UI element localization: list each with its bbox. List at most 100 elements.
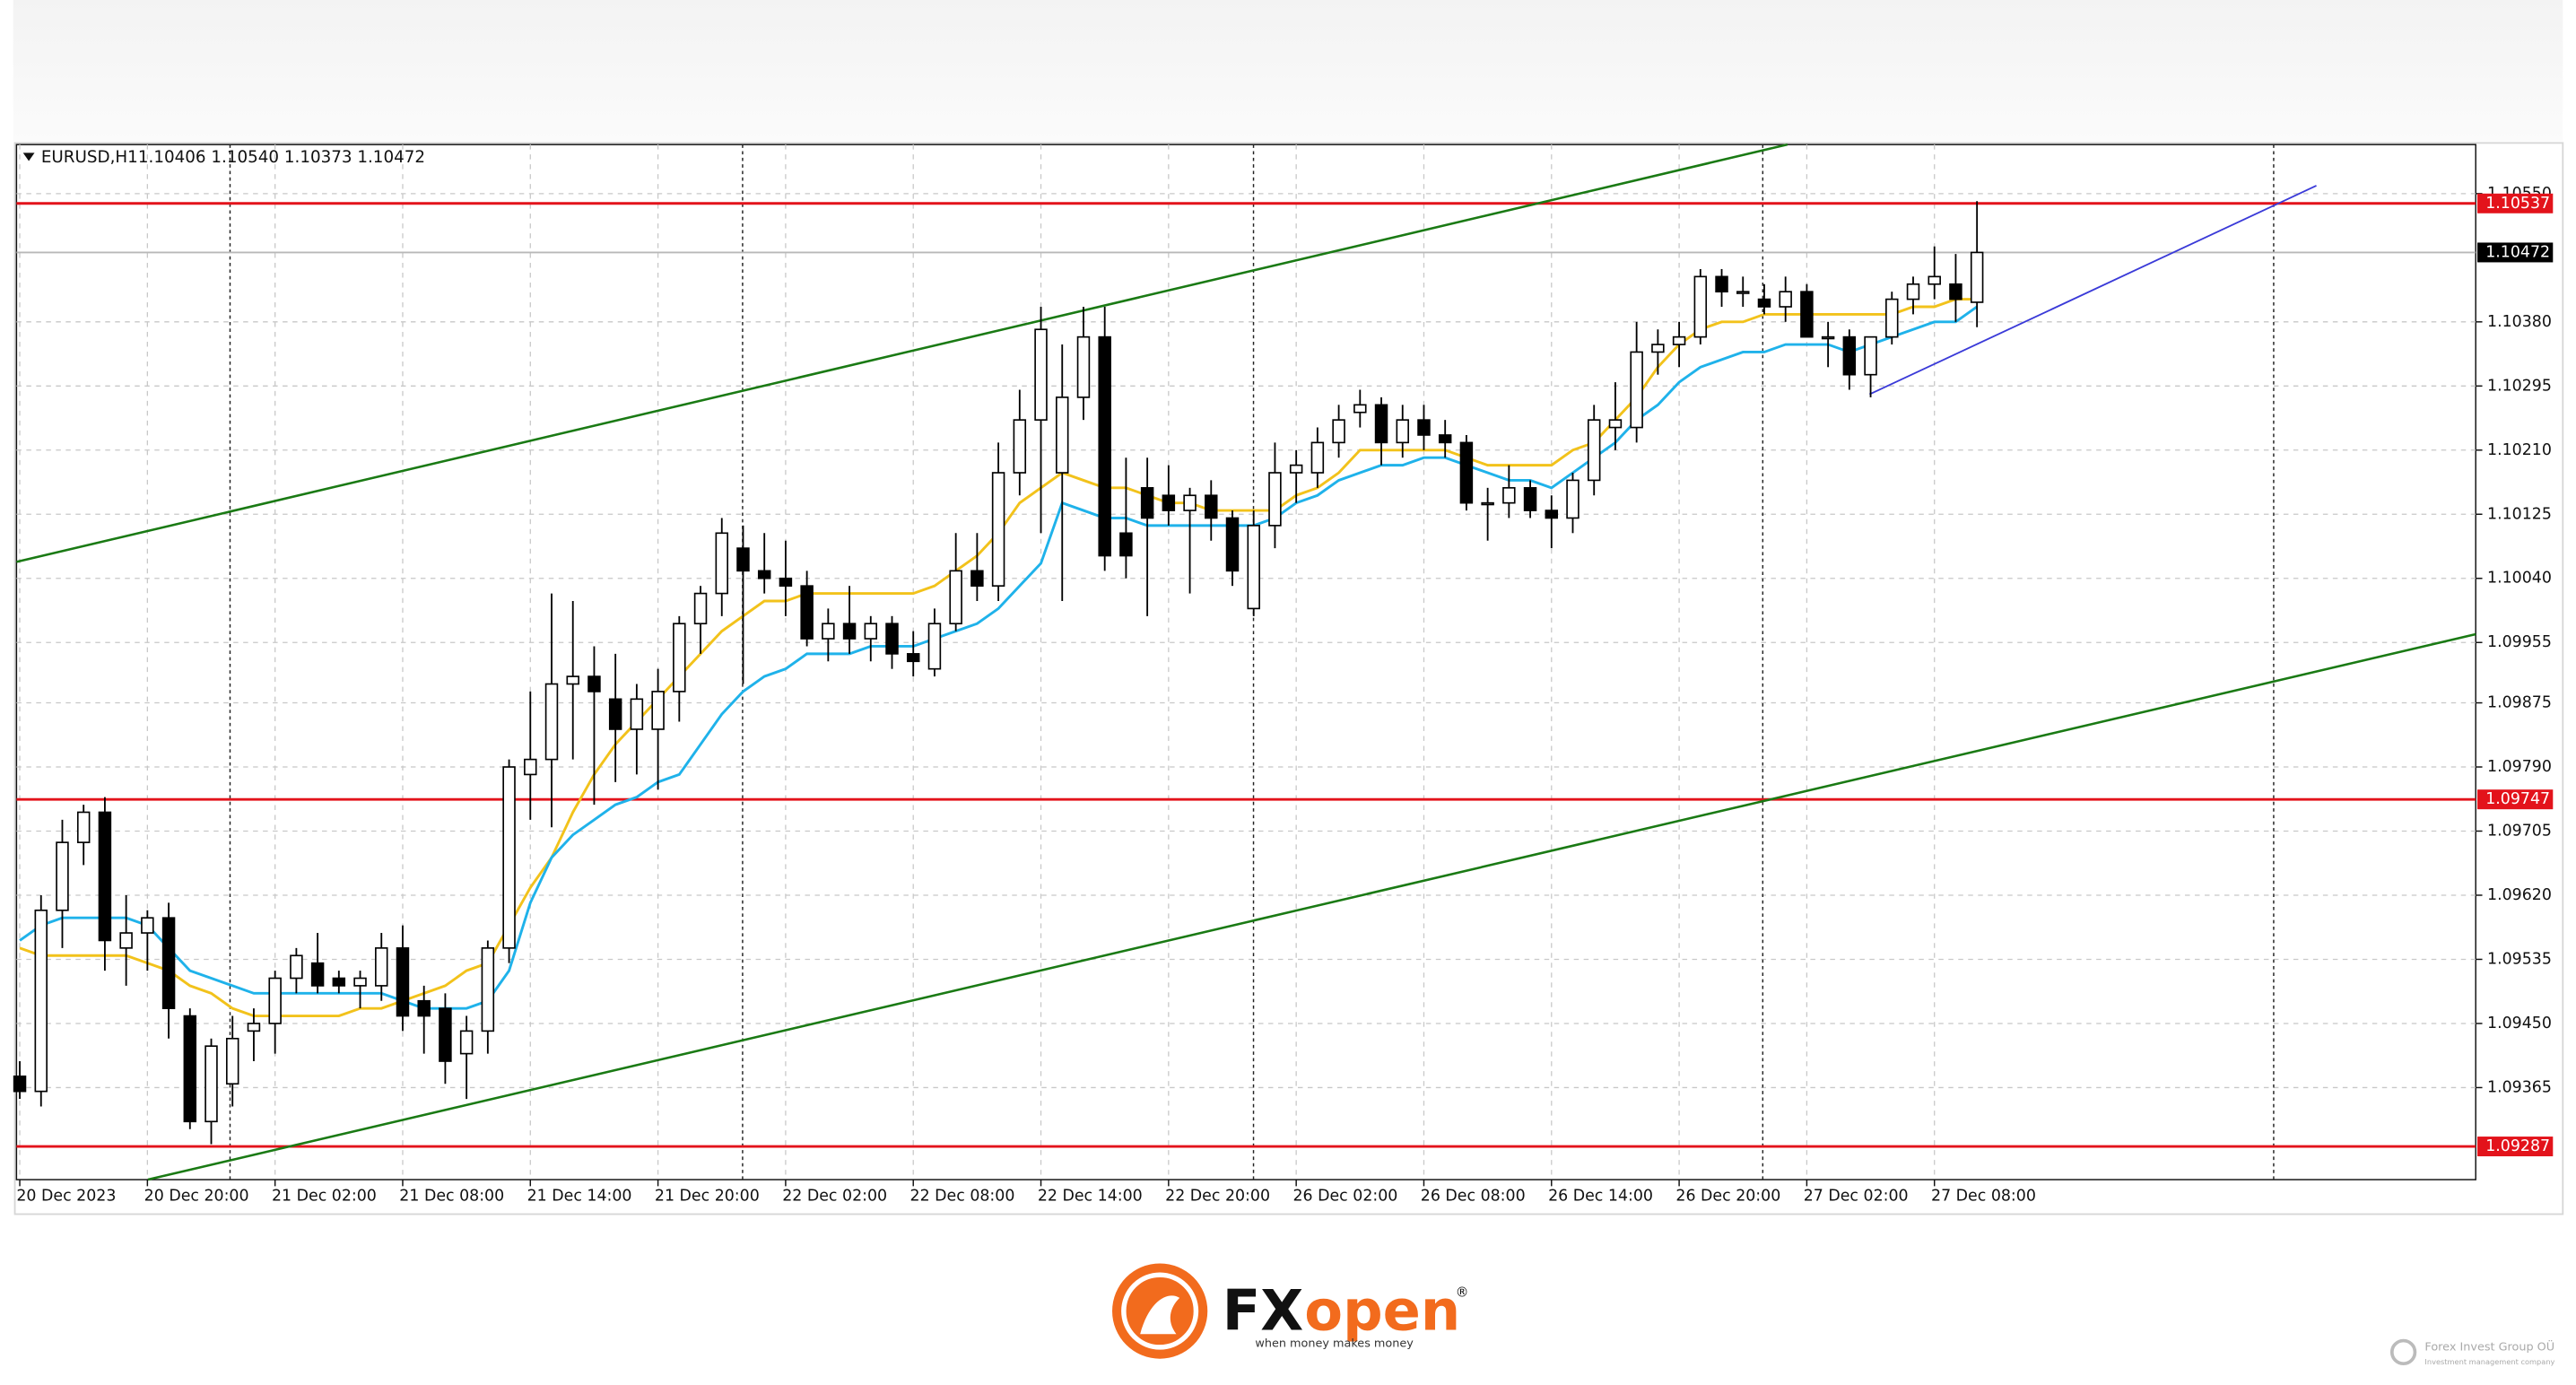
candle-body <box>800 585 814 640</box>
x-tick-label: 27 Dec 02:00 <box>1804 1187 1909 1205</box>
level-label: 1.09287 <box>2485 1137 2550 1155</box>
candle-body <box>205 1045 218 1123</box>
candle-body <box>779 577 793 587</box>
candle-body <box>1481 501 1494 506</box>
footer-subtitle: Investment management company <box>2424 1357 2554 1366</box>
candle-body <box>396 947 410 1017</box>
candle-body <box>1736 291 1750 294</box>
y-tick-label: 1.09450 <box>2487 1015 2552 1032</box>
x-tick-label: 22 Dec 14:00 <box>1038 1187 1143 1205</box>
candle-body <box>1587 419 1601 482</box>
plot-area <box>15 144 2476 1180</box>
candle-body <box>1098 335 1111 557</box>
x-tick-label: 21 Dec 20:00 <box>655 1187 760 1205</box>
y-tick-label: 1.10210 <box>2487 441 2552 459</box>
header: EURUSD,H1 1.10406 1.10540 1.10373 1.1047… <box>22 148 425 167</box>
x-tick-label: 21 Dec 08:00 <box>399 1187 504 1205</box>
symbol: EURUSD,H1 <box>41 148 138 167</box>
candle-body <box>353 977 367 987</box>
logo-registered: ® <box>1456 1285 1469 1300</box>
candle-body <box>1608 419 1623 429</box>
y-tick-label: 1.09955 <box>2487 633 2552 651</box>
candle-body <box>141 917 154 934</box>
y-tick-label: 1.10380 <box>2487 313 2552 331</box>
logo-tagline: when money makes money <box>1255 1337 1414 1351</box>
candle-body <box>842 623 857 640</box>
candle-body <box>247 1023 261 1032</box>
menu-arrow <box>22 152 35 161</box>
candle-body <box>1076 335 1091 398</box>
candle-body <box>1715 275 1728 292</box>
candle-body <box>481 947 495 1032</box>
candle-body <box>1523 487 1537 511</box>
candle-body <box>906 653 920 663</box>
last-price-label: 1.10472 <box>2485 243 2550 261</box>
candle-body <box>13 1076 27 1093</box>
candle-body <box>970 570 984 587</box>
y-tick-label: 1.10040 <box>2487 570 2552 588</box>
axes: 1.105501.103801.102951.102101.101251.100… <box>16 185 2554 1205</box>
candle-body <box>1800 291 1814 338</box>
candle-body <box>1566 479 1580 519</box>
candle-body <box>1821 335 1835 340</box>
x-tick-label: 22 Dec 08:00 <box>910 1187 1015 1205</box>
candle-body <box>290 954 303 980</box>
candle-body <box>1864 335 1877 376</box>
channel-lower <box>147 632 2476 1181</box>
logo-open: open <box>1304 1277 1460 1343</box>
candle-body <box>1906 283 1920 301</box>
candle-body <box>651 691 665 730</box>
y-tick-label: 1.09535 <box>2487 950 2552 968</box>
candle-body <box>502 766 516 949</box>
candle-body <box>119 932 133 949</box>
channel-upper <box>16 143 1788 563</box>
candle-body <box>459 1030 474 1055</box>
candle-body <box>98 811 112 942</box>
candle-body <box>1842 335 1857 376</box>
footer: Forex Invest Group OÜ Investment managem… <box>2389 1338 2555 1366</box>
candle-body <box>1396 419 1409 444</box>
candle-body <box>587 675 601 692</box>
candle-body <box>1162 494 1176 511</box>
candle-body <box>76 811 91 843</box>
candle-body <box>1056 396 1069 474</box>
x-tick-label: 22 Dec 20:00 <box>1165 1187 1270 1205</box>
candle-body <box>1205 494 1218 519</box>
candle-body <box>161 917 176 1009</box>
level-label-bg <box>2477 193 2554 213</box>
x-tick-label: 26 Dec 08:00 <box>1421 1187 1526 1205</box>
candle-body <box>544 683 559 761</box>
level-label-bg <box>2477 1137 2554 1157</box>
candle-body <box>736 547 750 572</box>
x-tick-label: 26 Dec 20:00 <box>1675 1187 1780 1205</box>
candle-body <box>417 999 431 1017</box>
last-price-bg <box>2477 242 2554 263</box>
candle-body <box>1353 404 1367 414</box>
candle-body <box>949 570 962 625</box>
y-tick-label: 1.09620 <box>2487 886 2552 904</box>
candle-body <box>268 977 282 1024</box>
logo-bull <box>1140 1295 1180 1335</box>
y-tick-label: 1.10295 <box>2487 377 2552 395</box>
logo: FX open ® when money makes money <box>1112 1263 1469 1359</box>
candle-body <box>1225 517 1240 572</box>
candle-body <box>1502 487 1516 504</box>
candle-body <box>1247 525 1260 610</box>
candle-body <box>1459 441 1474 504</box>
y-tick-label: 1.10125 <box>2487 505 2552 523</box>
candle-body <box>693 592 708 625</box>
candle-body <box>1013 419 1027 474</box>
candle-body <box>1672 335 1686 345</box>
candle-body <box>1438 434 1452 444</box>
candle-body <box>183 1015 197 1123</box>
candle-body <box>757 570 771 579</box>
candle-body <box>1693 275 1708 338</box>
candle-body <box>524 758 537 776</box>
level-label: 1.09747 <box>2485 790 2550 808</box>
y-tick-label: 1.09705 <box>2487 823 2552 841</box>
candle-body <box>1310 441 1325 474</box>
x-tick-label: 27 Dec 08:00 <box>1931 1187 2036 1205</box>
x-tick-label: 20 Dec 2023 <box>16 1187 116 1205</box>
candle-body <box>375 947 388 987</box>
